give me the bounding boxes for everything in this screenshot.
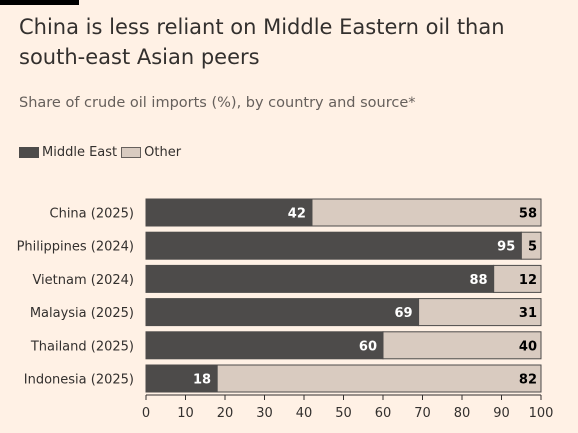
x-tick-label: 40	[296, 406, 313, 421]
chart-title: China is less reliant on Middle Eastern …	[19, 15, 505, 69]
x-tick-label: 100	[529, 406, 554, 421]
value-label-middle-east: 60	[359, 339, 377, 354]
value-label-other: 82	[519, 373, 537, 388]
value-label-middle-east: 88	[470, 273, 488, 288]
category-label: Vietnam (2024)	[32, 273, 134, 288]
x-tick-label: 90	[493, 406, 510, 421]
bar-other	[418, 298, 542, 327]
value-label-other: 31	[519, 306, 537, 321]
value-label-middle-east: 95	[497, 240, 515, 255]
bar-middle-east	[145, 298, 420, 327]
value-label-other: 40	[519, 339, 537, 354]
bar-middle-east	[145, 264, 495, 293]
legend-swatch-other	[121, 147, 142, 158]
legend-item-other: Other	[121, 145, 181, 160]
x-tick-label: 0	[142, 406, 150, 421]
value-label-middle-east: 69	[394, 306, 412, 321]
bar-middle-east	[145, 198, 313, 227]
legend-item-middle-east: Middle East	[19, 145, 117, 160]
value-label-middle-east: 18	[193, 373, 211, 388]
x-tick-label: 80	[454, 406, 471, 421]
category-label: Thailand (2025)	[30, 339, 134, 354]
value-label-other: 58	[519, 207, 537, 222]
brand-bar	[0, 0, 79, 5]
bar-other	[311, 198, 542, 227]
category-label: Malaysia (2025)	[30, 306, 134, 321]
x-tick-label: 60	[375, 406, 392, 421]
category-label: Indonesia (2025)	[24, 373, 134, 388]
x-tick-label: 10	[177, 406, 194, 421]
legend-swatch-middle-east	[19, 147, 39, 158]
x-tick-label: 20	[217, 406, 234, 421]
value-label-middle-east: 42	[288, 207, 306, 222]
category-label: China (2025)	[50, 207, 135, 222]
bar-other	[493, 264, 542, 293]
chart-subtitle: Share of crude oil imports (%), by count…	[19, 95, 416, 111]
x-tick-label: 70	[414, 406, 431, 421]
value-label-other: 12	[519, 273, 537, 288]
bar-middle-east	[145, 331, 384, 360]
category-label: Philippines (2024)	[17, 240, 134, 255]
bar-other	[382, 331, 542, 360]
x-tick-label: 50	[335, 406, 352, 421]
legend: Middle East Other	[19, 145, 185, 160]
x-tick-label: 30	[256, 406, 273, 421]
legend-label-other: Other	[144, 145, 182, 160]
bar-middle-east	[145, 364, 218, 393]
bar-middle-east	[145, 231, 522, 260]
legend-label-middle-east: Middle East	[42, 145, 118, 160]
bar-other	[216, 364, 542, 393]
value-label-other: 5	[528, 240, 537, 255]
